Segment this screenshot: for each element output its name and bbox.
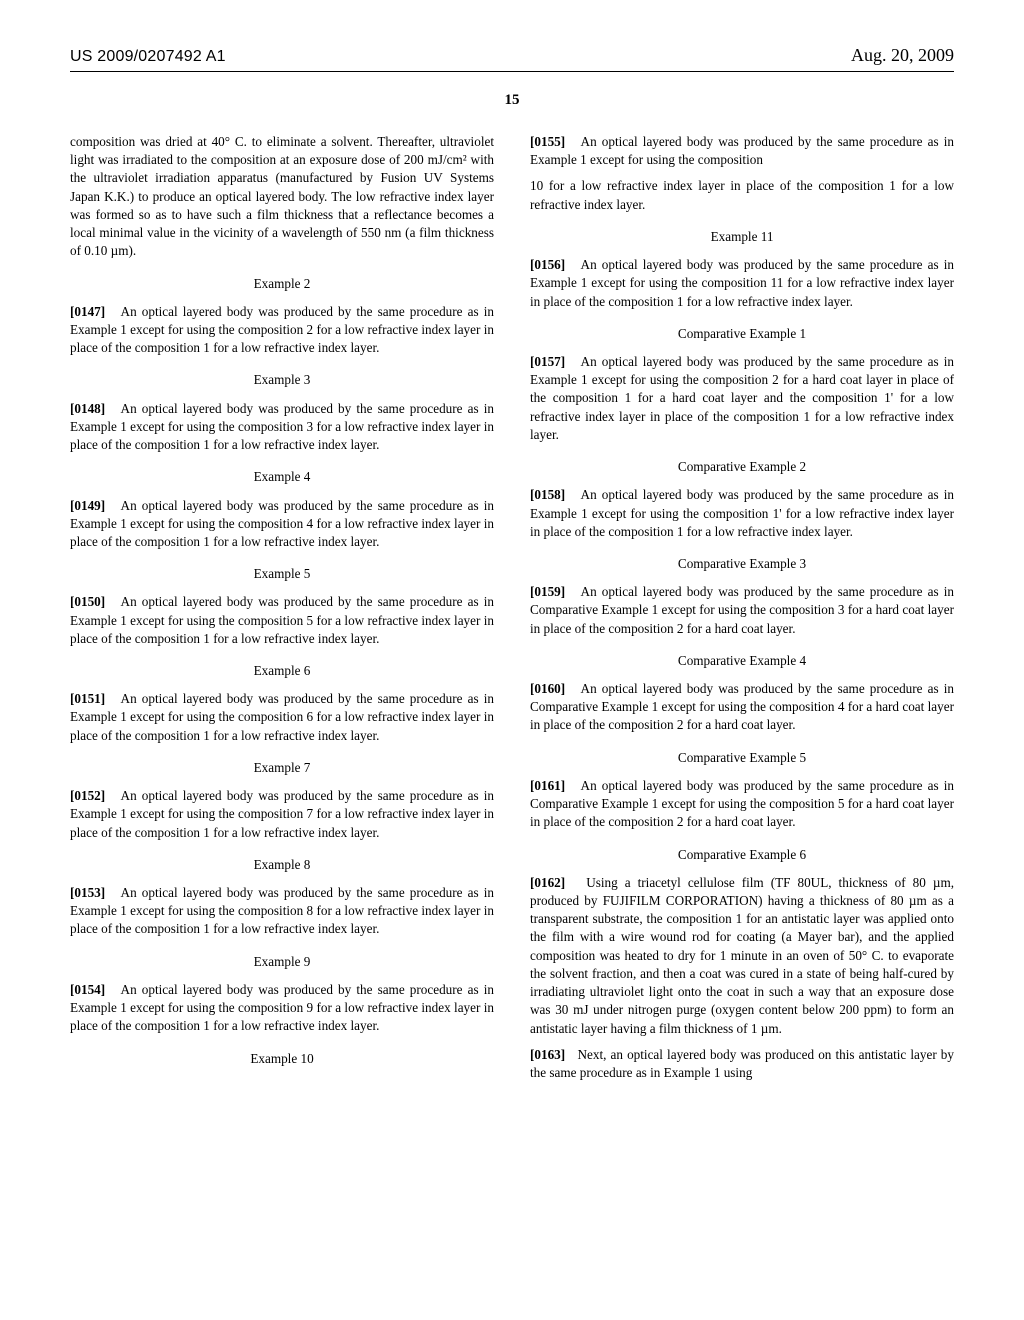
para-number: [0154]	[70, 982, 105, 997]
para-text: An optical layered body was produced by …	[530, 681, 954, 732]
comparative-4-heading: Comparative Example 4	[530, 652, 954, 670]
paragraph-0151: [0151] An optical layered body was produ…	[70, 690, 494, 745]
para-text: An optical layered body was produced by …	[70, 885, 494, 936]
example-10-heading: Example 10	[70, 1050, 494, 1068]
example-2-heading: Example 2	[70, 275, 494, 293]
example-5-heading: Example 5	[70, 565, 494, 583]
paragraph-0161: [0161] An optical layered body was produ…	[530, 777, 954, 832]
page-header: US 2009/0207492 A1 Aug. 20, 2009	[70, 45, 954, 72]
paragraph-0160: [0160] An optical layered body was produ…	[530, 680, 954, 735]
para-number: [0152]	[70, 788, 105, 803]
content-columns: composition was dried at 40° C. to elimi…	[70, 133, 954, 1084]
example-3-heading: Example 3	[70, 371, 494, 389]
paragraph-0157: [0157] An optical layered body was produ…	[530, 353, 954, 444]
para-text: An optical layered body was produced by …	[70, 982, 494, 1033]
example-8-heading: Example 8	[70, 856, 494, 874]
para-number: [0156]	[530, 257, 565, 272]
comparative-1-heading: Comparative Example 1	[530, 325, 954, 343]
para-number: [0149]	[70, 498, 105, 513]
para-text: An optical layered body was produced by …	[70, 498, 494, 549]
para-number: [0162]	[530, 875, 565, 890]
para-text: An optical layered body was produced by …	[70, 788, 494, 839]
para-number: [0147]	[70, 304, 105, 319]
para-text: An optical layered body was produced by …	[70, 304, 494, 355]
paragraph-0152: [0152] An optical layered body was produ…	[70, 787, 494, 842]
paragraph-0159: [0159] An optical layered body was produ…	[530, 583, 954, 638]
para-text: An optical layered body was produced by …	[530, 584, 954, 635]
example-4-heading: Example 4	[70, 468, 494, 486]
paragraph-0158: [0158] An optical layered body was produ…	[530, 486, 954, 541]
paragraph-0147: [0147] An optical layered body was produ…	[70, 303, 494, 358]
paragraph-0153: [0153] An optical layered body was produ…	[70, 884, 494, 939]
publication-date: Aug. 20, 2009	[851, 45, 954, 66]
page: US 2009/0207492 A1 Aug. 20, 2009 15 comp…	[0, 0, 1024, 1134]
paragraph-0163: [0163] Next, an optical layered body was…	[530, 1046, 954, 1082]
para-text: An optical layered body was produced by …	[70, 594, 494, 645]
para-text: An optical layered body was produced by …	[530, 487, 954, 538]
para-number: [0155]	[530, 134, 565, 149]
para-number: [0159]	[530, 584, 565, 599]
para-text: An optical layered body was produced by …	[70, 401, 494, 452]
comparative-6-heading: Comparative Example 6	[530, 846, 954, 864]
example-9-heading: Example 9	[70, 953, 494, 971]
paragraph-0156: [0156] An optical layered body was produ…	[530, 256, 954, 311]
paragraph-0162: [0162] Using a triacetyl cellulose film …	[530, 874, 954, 1038]
paragraph-0155: [0155] An optical layered body was produ…	[530, 133, 954, 169]
page-number: 15	[70, 92, 954, 109]
paragraph-0154: [0154] An optical layered body was produ…	[70, 981, 494, 1036]
para-text: An optical layered body was produced by …	[530, 257, 954, 308]
para-text: An optical layered body was produced by …	[530, 134, 954, 167]
para-text: An optical layered body was produced by …	[530, 778, 954, 829]
comparative-2-heading: Comparative Example 2	[530, 458, 954, 476]
para-text: Using a triacetyl cellulose film (TF 80U…	[530, 875, 954, 1036]
para-text: An optical layered body was produced by …	[70, 691, 494, 742]
para-number: [0148]	[70, 401, 105, 416]
example-11-heading: Example 11	[530, 228, 954, 246]
example-6-heading: Example 6	[70, 662, 494, 680]
para-number: [0153]	[70, 885, 105, 900]
para-number: [0150]	[70, 594, 105, 609]
col2-continuation: 10 for a low refractive index layer in p…	[530, 177, 954, 213]
paragraph-0150: [0150] An optical layered body was produ…	[70, 593, 494, 648]
paragraph-0148: [0148] An optical layered body was produ…	[70, 400, 494, 455]
para-number: [0163]	[530, 1047, 565, 1062]
para-number: [0161]	[530, 778, 565, 793]
intro-continuation: composition was dried at 40° C. to elimi…	[70, 133, 494, 261]
para-number: [0160]	[530, 681, 565, 696]
example-7-heading: Example 7	[70, 759, 494, 777]
para-text: Next, an optical layered body was produc…	[530, 1047, 954, 1080]
comparative-5-heading: Comparative Example 5	[530, 749, 954, 767]
para-number: [0157]	[530, 354, 565, 369]
para-text: An optical layered body was produced by …	[530, 354, 954, 442]
paragraph-0149: [0149] An optical layered body was produ…	[70, 497, 494, 552]
comparative-3-heading: Comparative Example 3	[530, 555, 954, 573]
document-number: US 2009/0207492 A1	[70, 48, 226, 66]
para-number: [0151]	[70, 691, 105, 706]
para-number: [0158]	[530, 487, 565, 502]
